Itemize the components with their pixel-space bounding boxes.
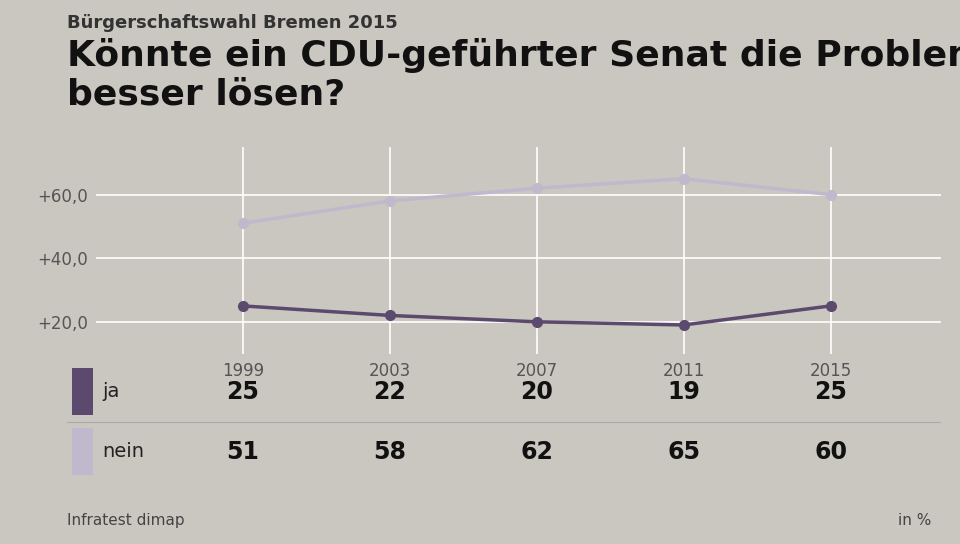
- Text: ja: ja: [102, 382, 119, 401]
- FancyBboxPatch shape: [72, 368, 93, 416]
- Text: 65: 65: [667, 440, 700, 463]
- Text: 58: 58: [373, 440, 406, 463]
- Text: 25: 25: [227, 380, 259, 404]
- Text: 22: 22: [373, 380, 406, 404]
- Text: 51: 51: [227, 440, 259, 463]
- Text: 60: 60: [814, 440, 847, 463]
- Text: nein: nein: [102, 442, 144, 461]
- Text: Könnte ein CDU-geführter Senat die Probleme
besser lösen?: Könnte ein CDU-geführter Senat die Probl…: [67, 38, 960, 111]
- Text: 62: 62: [520, 440, 553, 463]
- Text: in %: in %: [898, 512, 931, 528]
- Text: 19: 19: [667, 380, 700, 404]
- FancyBboxPatch shape: [72, 428, 93, 475]
- Text: Bürgerschaftswahl Bremen 2015: Bürgerschaftswahl Bremen 2015: [67, 14, 398, 32]
- Text: Infratest dimap: Infratest dimap: [67, 512, 185, 528]
- Text: 25: 25: [814, 380, 847, 404]
- Text: 20: 20: [520, 380, 553, 404]
